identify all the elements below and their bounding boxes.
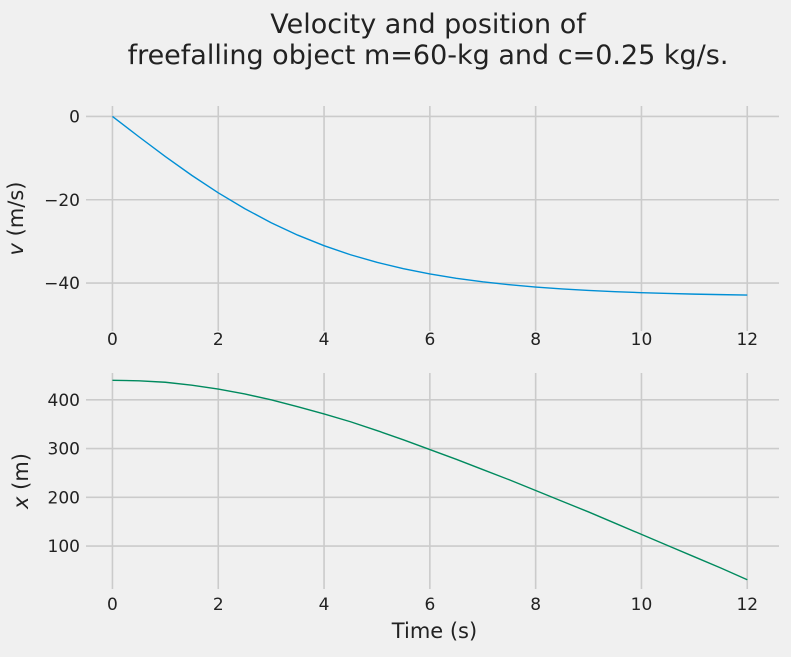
velocity-xtick-label: 0 [107, 330, 118, 350]
position-xtick-label: 8 [530, 595, 541, 615]
velocity-ytick-label: 0 [69, 107, 80, 127]
velocity-ylabel-symbol: v [4, 242, 28, 255]
position-series-line [112, 379, 748, 581]
velocity-axes: 0 2 4 6 8 10 12 0 −20 −40 v (m/s) [4, 106, 779, 350]
position-ytick-label: 300 [48, 440, 80, 460]
position-ytick-label: 100 [48, 537, 80, 557]
velocity-ylabel: v (m/s) [4, 182, 28, 256]
velocity-ytick-label: −40 [44, 274, 80, 294]
chart-title-line-1: Velocity and position of [270, 9, 587, 40]
position-xtick-label: 4 [319, 595, 330, 615]
position-xtick-label: 10 [631, 595, 653, 615]
velocity-xtick-label: 2 [213, 330, 224, 350]
position-ytick-label: 400 [48, 391, 80, 411]
position-xtick-label: 2 [213, 595, 224, 615]
velocity-ytick-label: −20 [44, 191, 80, 211]
velocity-xtick-label: 10 [631, 330, 653, 350]
position-xtick-label: 6 [424, 595, 435, 615]
position-ylabel: x (m) [9, 453, 33, 510]
velocity-xtick-label: 4 [319, 330, 330, 350]
velocity-series-line [112, 115, 748, 296]
velocity-xtick-label: 12 [736, 330, 758, 350]
chart-title-line-2: freefalling object m=60-kg and c=0.25 kg… [128, 40, 729, 71]
position-xlabel: Time (s) [391, 619, 477, 643]
velocity-ylabel-unit: (m/s) [4, 182, 28, 244]
position-ylabel-unit: (m) [9, 453, 33, 497]
position-axes: 0 2 4 6 8 10 12 100 200 300 400 x (m) Time (s) [9, 373, 779, 643]
position-ytick-label: 200 [48, 488, 80, 508]
position-xtick-label: 12 [736, 595, 758, 615]
position-ylabel-symbol: x [9, 496, 33, 510]
position-xtick-label: 0 [107, 595, 118, 615]
velocity-xtick-label: 6 [424, 330, 435, 350]
velocity-xtick-label: 8 [530, 330, 541, 350]
